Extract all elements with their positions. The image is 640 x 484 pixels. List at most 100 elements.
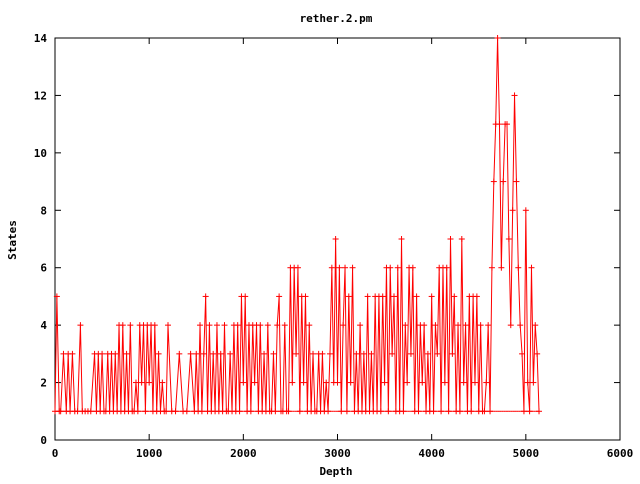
y-tick-label: 12 [34, 89, 47, 102]
series-point-marker [69, 350, 76, 357]
series-point-marker [270, 350, 277, 357]
series-point-marker [281, 322, 288, 329]
series-point-marker [353, 350, 360, 357]
series-point-marker [87, 408, 94, 415]
series-point-marker [221, 322, 228, 329]
series-point-marker [415, 408, 422, 415]
series-markers [52, 35, 543, 415]
series-point-marker [234, 322, 241, 329]
series-point-marker [345, 293, 352, 300]
x-tick-label: 5000 [513, 447, 540, 460]
series-point-marker [528, 264, 535, 271]
series-point-marker [451, 293, 458, 300]
series-point-marker [57, 408, 64, 415]
series-point-marker [519, 350, 526, 357]
series-point-marker [483, 379, 490, 386]
series-point-marker [240, 379, 247, 386]
series-point-marker [387, 264, 394, 271]
series-point-marker [441, 379, 448, 386]
series-point-marker [485, 322, 492, 329]
series-point-marker [77, 322, 84, 329]
series-point-marker [434, 350, 441, 357]
series-point-marker [443, 264, 450, 271]
series-point-marker [509, 207, 516, 214]
series-point-marker [507, 322, 514, 329]
series-point-marker [293, 350, 300, 357]
series-point-marker [438, 408, 445, 415]
x-axis-label: Depth [319, 465, 352, 478]
series-point-marker [389, 350, 396, 357]
series-point-marker [197, 322, 204, 329]
series-point-marker [53, 293, 60, 300]
x-axis-ticks: 0 1000 2000 3000 4000 5000 6000 [52, 38, 633, 460]
series-point-marker [123, 350, 130, 357]
series-point-marker [522, 207, 529, 214]
series-point-marker [343, 408, 350, 415]
series-point-marker [513, 178, 520, 185]
series-point-marker [517, 322, 524, 329]
series-point-marker [487, 408, 494, 415]
series-point-marker [306, 322, 313, 329]
series-point-marker [449, 350, 456, 357]
series-point-marker [394, 264, 401, 271]
series-point-marker [391, 293, 397, 300]
series-point-marker [520, 408, 527, 415]
series-point-marker [458, 236, 465, 242]
series-point-marker [498, 264, 505, 271]
series-point-marker [347, 379, 354, 386]
series-point-marker [432, 322, 439, 329]
series-point-marker [338, 408, 345, 415]
series-point-marker [236, 408, 243, 415]
series-point-marker [261, 350, 268, 357]
series-point-marker [364, 293, 371, 300]
series-point-marker [460, 379, 467, 386]
series-point-marker [142, 408, 149, 415]
y-tick-label: 6 [40, 262, 47, 275]
series-point-marker [455, 322, 462, 329]
series-point-marker [328, 264, 335, 271]
x-tick-label: 0 [52, 447, 59, 460]
y-tick-label: 10 [34, 147, 47, 160]
series-point-marker [534, 350, 541, 357]
y-tick-label: 2 [40, 377, 47, 390]
series-point-marker [421, 322, 428, 329]
series-point-marker [274, 322, 281, 329]
series-point-marker [456, 408, 463, 415]
series-point-marker [462, 322, 469, 329]
series-point-marker [119, 322, 126, 329]
series-point-marker [99, 350, 106, 357]
series-point-marker [511, 92, 518, 99]
x-tick-label: 2000 [230, 447, 257, 460]
series-point-marker [536, 408, 543, 415]
series-point-marker [302, 293, 309, 300]
series-point-marker [296, 408, 303, 415]
series-point-marker [530, 379, 537, 386]
series-point-marker [187, 350, 194, 357]
series-point-marker [404, 379, 411, 386]
y-tick-label: 14 [34, 32, 48, 45]
series-point-marker [515, 264, 522, 271]
series-point-marker [146, 379, 153, 386]
series-point-marker [210, 350, 217, 357]
series-point-marker [524, 379, 531, 386]
series-point-marker [138, 379, 145, 386]
series-point-marker [430, 408, 437, 415]
series-point-marker [155, 350, 162, 357]
series-point-marker [398, 236, 405, 242]
series-point-marker [319, 350, 326, 357]
series-point-marker [294, 264, 301, 271]
series-point-marker [165, 322, 171, 329]
series-point-marker [300, 379, 307, 386]
series-point-marker [134, 408, 141, 415]
series-point-marker [357, 322, 364, 329]
series-point-marker [247, 408, 254, 415]
series-point-marker [112, 350, 119, 357]
series-point-marker [334, 379, 341, 386]
series-point-marker [242, 293, 249, 300]
series-point-marker [349, 264, 356, 271]
series-point-marker [206, 322, 213, 329]
series-point-marker [445, 408, 452, 415]
series-point-marker [198, 408, 205, 415]
series-point-marker [526, 408, 533, 415]
series-point-marker [257, 322, 264, 329]
